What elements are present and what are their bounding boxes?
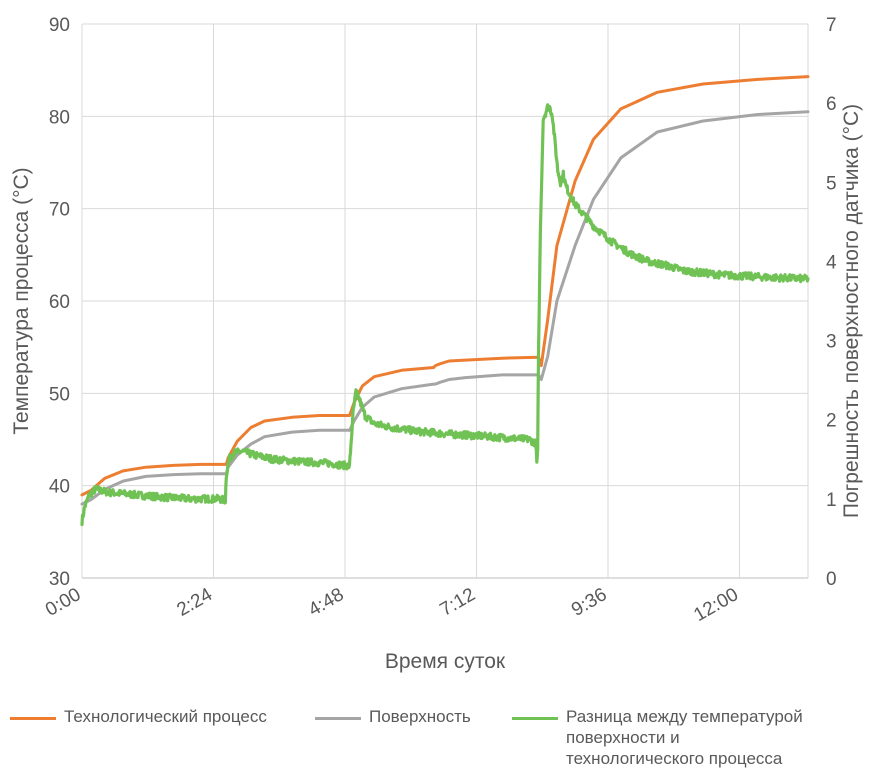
legend-label-process-line-1: Технологический процесс bbox=[64, 707, 267, 726]
legend-label-process: Технологический процесс bbox=[64, 706, 267, 727]
y-left-tick-label: 60 bbox=[49, 292, 70, 313]
legend-label-difference-line-2: поверхности и bbox=[566, 728, 680, 747]
gridlines bbox=[81, 23, 809, 579]
legend-item-difference: Разница между температурой поверхности и… bbox=[512, 706, 803, 769]
legend: Технологический процесс Поверхность Разн… bbox=[0, 706, 875, 776]
y-left-tick-label: 50 bbox=[49, 384, 70, 405]
y-axis-right-title: Погрешность поверхностного датчика (°C) bbox=[840, 104, 863, 518]
legend-label-difference-line-3: технологического процесса bbox=[566, 749, 783, 768]
y-right-tick-label: 0 bbox=[826, 569, 837, 590]
legend-item-process: Технологический процесс bbox=[10, 706, 267, 727]
legend-label-surface: Поверхность bbox=[369, 706, 471, 727]
y-right-tick-label: 2 bbox=[826, 411, 837, 432]
legend-item-surface: Поверхность bbox=[315, 706, 471, 727]
legend-swatch-process bbox=[10, 717, 56, 720]
series-line-3 bbox=[80, 103, 810, 527]
y-left-tick-label: 80 bbox=[49, 107, 70, 128]
y-left-tick-label: 30 bbox=[49, 569, 70, 590]
legend-label-difference: Разница между температурой поверхности и… bbox=[566, 706, 803, 769]
x-tick-label: 9:36 bbox=[568, 584, 611, 621]
x-tick-label: 12:00 bbox=[690, 584, 742, 626]
y-left-tick-label: 70 bbox=[49, 200, 70, 221]
series-line-1 bbox=[80, 75, 810, 497]
y-right-tick-label: 5 bbox=[826, 173, 837, 194]
x-axis-title: Время суток bbox=[385, 650, 506, 673]
legend-swatch-surface bbox=[315, 717, 361, 720]
x-tick-label: 2:24 bbox=[173, 584, 216, 621]
x-tick-label: 7:12 bbox=[436, 584, 479, 621]
y-right-tick-label: 4 bbox=[826, 252, 837, 273]
y-right-tick-label: 6 bbox=[826, 94, 837, 115]
y-right-tick-label: 1 bbox=[826, 490, 837, 511]
y-left-tick-label: 40 bbox=[49, 477, 70, 498]
legend-label-surface-line-1: Поверхность bbox=[369, 707, 471, 726]
y-left-tick-label: 90 bbox=[49, 15, 70, 36]
legend-label-difference-line-1: Разница между температурой bbox=[566, 707, 803, 726]
legend-swatch-difference bbox=[512, 717, 558, 720]
series-lines bbox=[80, 75, 810, 527]
y-right-tick-label: 7 bbox=[826, 15, 837, 36]
y-axis-left-title: Температура процесса (°C) bbox=[10, 167, 33, 434]
x-tick-label: 4:48 bbox=[305, 584, 348, 621]
y-right-tick-label: 3 bbox=[826, 332, 837, 353]
series-line-2 bbox=[80, 110, 810, 506]
